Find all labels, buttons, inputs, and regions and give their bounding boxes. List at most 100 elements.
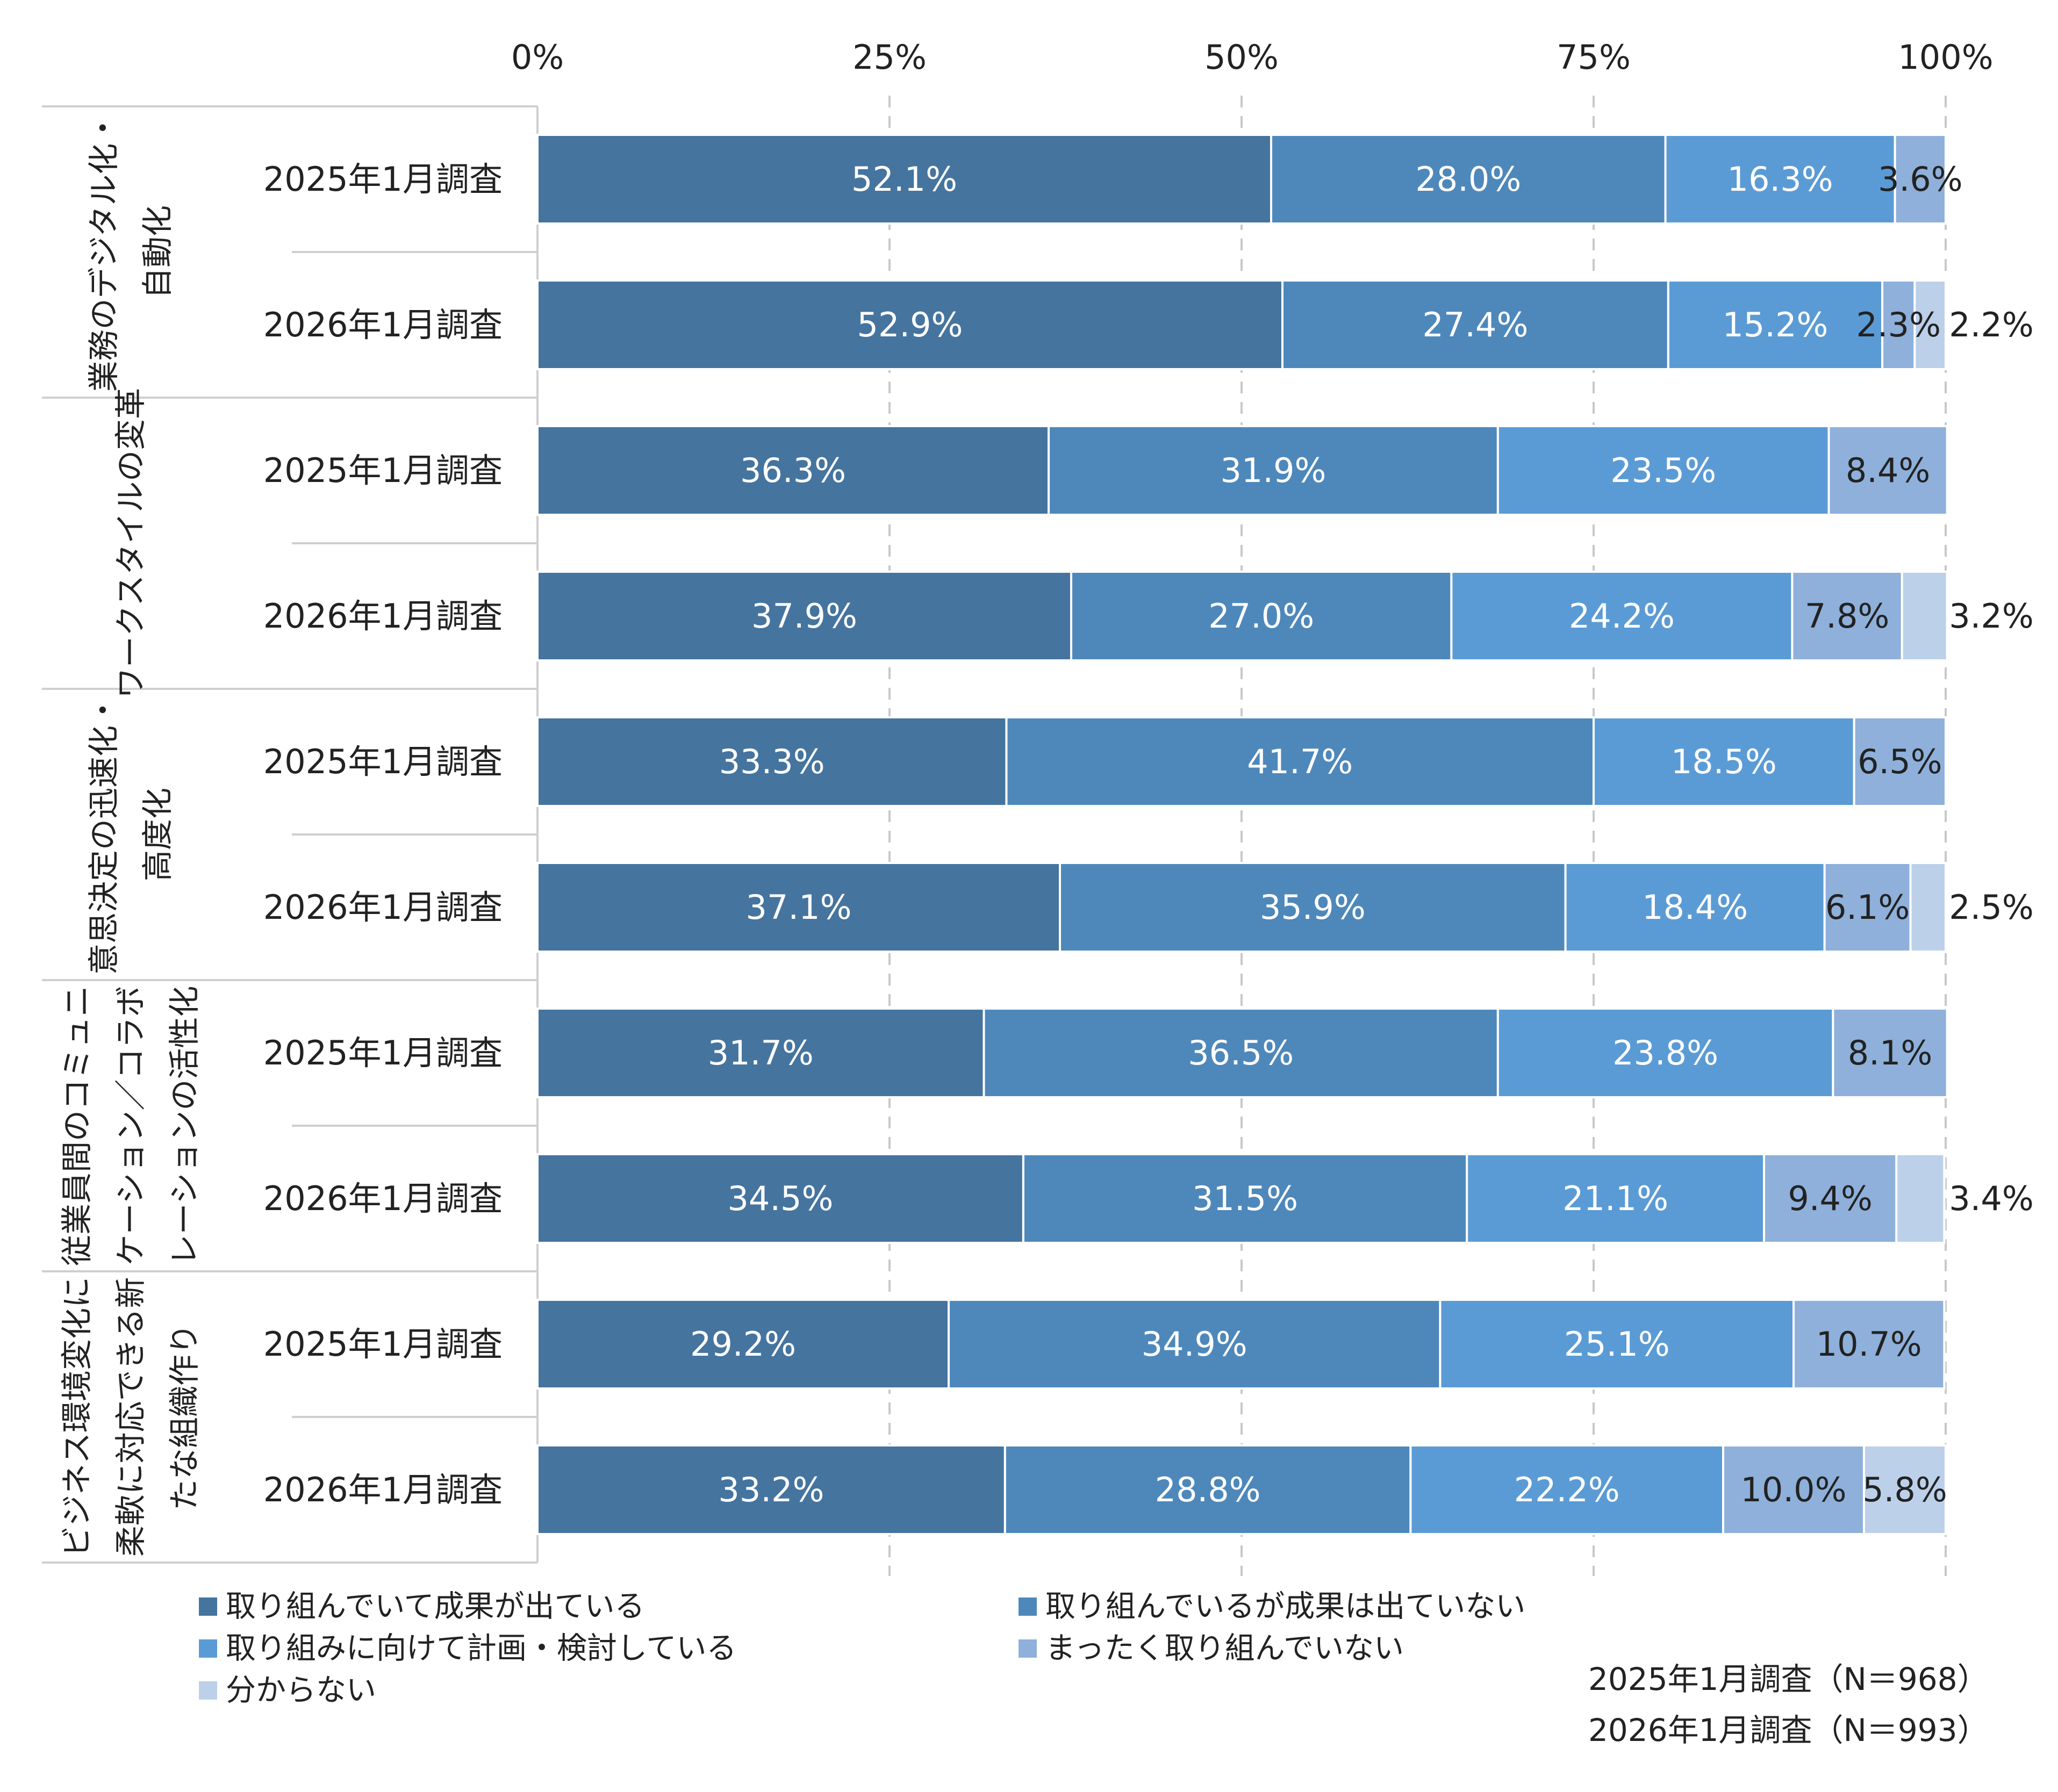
row-label: 2026年1月調査: [263, 1470, 503, 1509]
data-label: 21.1%: [1562, 1179, 1668, 1218]
group-label-2: 意思決定の迅速化・ 高度化: [85, 694, 176, 975]
data-label: 6.1%: [1825, 888, 1910, 927]
data-label: 15.2%: [1722, 305, 1828, 344]
data-label: 7.8%: [1805, 596, 1890, 636]
data-label: 28.8%: [1155, 1470, 1261, 1509]
x-tick-label: 50%: [1204, 38, 1279, 77]
legend-swatch: [199, 1681, 217, 1700]
row-label: 2025年1月調査: [263, 742, 503, 781]
bar-segment: [1059, 862, 1567, 953]
bar-segment: [1823, 862, 1912, 953]
bar-segment: [536, 1299, 950, 1390]
data-label-outside: 2.5%: [1949, 888, 2034, 927]
bar-segment: [983, 1007, 1499, 1098]
data-label: 2.3%: [1856, 305, 1941, 344]
data-label: 5.8%: [1862, 1470, 1947, 1509]
row-label: 2026年1月調査: [263, 1179, 503, 1218]
row-label: 2025年1月調査: [263, 160, 503, 199]
data-label: 52.1%: [851, 160, 957, 199]
data-label-outside: 2.2%: [1949, 305, 2034, 344]
bar-segment: [1913, 279, 1947, 370]
data-label: 34.9%: [1142, 1325, 1247, 1364]
legend-swatch: [199, 1597, 217, 1616]
data-label: 36.3%: [740, 451, 846, 490]
data-label-outside: 3.2%: [1949, 596, 2034, 636]
legend-label: まったく取り組んでいない: [1045, 1631, 1404, 1666]
data-label: 10.0%: [1741, 1470, 1847, 1509]
data-label: 28.0%: [1415, 160, 1521, 199]
data-label: 37.9%: [751, 596, 857, 636]
data-label: 16.3%: [1727, 160, 1833, 199]
group-label-line: 高度化: [139, 788, 176, 881]
data-label: 52.9%: [857, 305, 963, 344]
bar-segment: [1894, 134, 1947, 225]
bar-segment: [536, 425, 1050, 516]
legend-swatch: [1019, 1639, 1037, 1658]
bar-segment: [1667, 279, 1884, 370]
group-label-line: 従業員間のコミュニ: [59, 985, 95, 1266]
group-label-line: ビジネス環境変化に: [59, 1277, 95, 1557]
row-label: 2026年1月調査: [263, 888, 503, 927]
group-label-line: ケーション／コラボ: [112, 986, 149, 1266]
group-label-4: ビジネス環境変化に 柔軟に対応できる新 たな組織作り: [59, 1277, 203, 1557]
bar-segment: [536, 1007, 985, 1098]
data-label: 8.4%: [1846, 451, 1931, 490]
data-label: 36.5%: [1188, 1033, 1294, 1073]
data-label: 9.4%: [1788, 1179, 1873, 1218]
data-label: 27.4%: [1422, 305, 1528, 344]
sample-size-note: 2026年1月調査（N＝993）: [1588, 1712, 1989, 1748]
bar-segment: [1466, 1153, 1766, 1244]
legend-label: 分からない: [226, 1673, 376, 1708]
x-tick-label: 25%: [852, 38, 927, 77]
data-label: 23.5%: [1610, 451, 1716, 490]
data-label: 22.2%: [1514, 1470, 1620, 1509]
group-label-line: 意思決定の迅速化・: [85, 694, 122, 975]
data-label: 35.9%: [1260, 888, 1366, 927]
bar-segment: [536, 1444, 1006, 1535]
bar-segment: [1564, 862, 1826, 953]
data-label: 33.2%: [718, 1470, 824, 1509]
legend-label: 取り組んでいて成果が出ている: [226, 1589, 645, 1624]
group-label-line: レーションの活性化: [166, 986, 203, 1266]
data-label: 31.7%: [708, 1033, 814, 1073]
x-tick-label: 100%: [1898, 38, 1993, 77]
data-label: 31.5%: [1192, 1179, 1298, 1218]
bar-segment: [1281, 279, 1669, 370]
data-label: 27.0%: [1208, 596, 1314, 636]
x-tick-label: 75%: [1557, 38, 1631, 77]
data-label: 31.9%: [1220, 451, 1326, 490]
bar-segment: [1593, 716, 1855, 807]
sample-size-note: 2025年1月調査（N＝968）: [1588, 1661, 1989, 1697]
row-label: 2026年1月調査: [263, 596, 503, 636]
group-label-line: 業務のデジタル化・: [85, 112, 122, 392]
bar-segment: [1722, 1444, 1866, 1535]
bar-segment: [1853, 716, 1947, 807]
bar-segment: [1909, 862, 1947, 953]
data-label: 41.7%: [1247, 742, 1353, 781]
group-label-0: 業務のデジタル化・ 自動化: [85, 112, 176, 392]
bar-segment: [1881, 279, 1916, 370]
bar-segment: [1763, 1153, 1898, 1244]
bar-segment: [1791, 571, 1903, 661]
data-label: 8.1%: [1848, 1033, 1933, 1073]
legend-label: 取り組みに向けて計画・検討している: [226, 1631, 736, 1666]
bar-segment: [1827, 425, 1948, 516]
data-label: 3.6%: [1878, 160, 1963, 199]
bar-segment: [536, 862, 1062, 953]
bar-segment: [1901, 571, 1948, 661]
group-label-line: たな組織作り: [166, 1323, 203, 1510]
bar-segment: [1003, 1444, 1412, 1535]
data-label: 6.5%: [1858, 742, 1942, 781]
bar-segment: [1270, 134, 1667, 225]
row-label: 2025年1月調査: [263, 1325, 503, 1364]
row-label: 2026年1月調査: [263, 305, 503, 344]
group-label-line: 柔軟に対応できる新: [112, 1277, 149, 1557]
bar-segment: [536, 134, 1273, 225]
bar-segment: [1048, 425, 1499, 516]
labels: 0% 25% 50% 75% 100% 業務のデジタル化・ 自動化 2025年1月調査 52.1…: [59, 38, 2034, 1557]
data-label: 29.2%: [690, 1325, 796, 1364]
bar-segment: [1792, 1299, 1946, 1390]
data-label: 33.3%: [719, 742, 825, 781]
bar-segment: [1450, 571, 1794, 661]
